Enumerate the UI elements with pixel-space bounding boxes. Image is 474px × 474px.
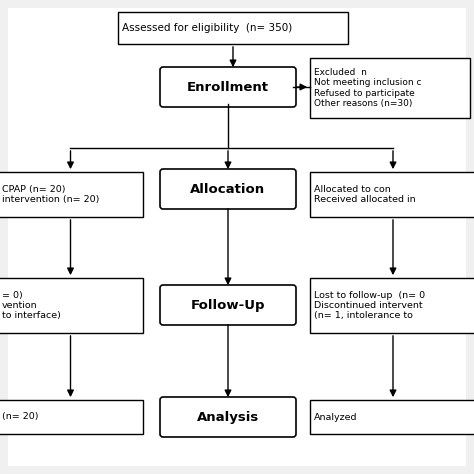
Text: CPAP (n= 20)
intervention (n= 20): CPAP (n= 20) intervention (n= 20) — [2, 185, 100, 204]
Text: Allocated to con
Received allocated in: Allocated to con Received allocated in — [314, 185, 416, 204]
Text: Assessed for eligibility  (n= 350): Assessed for eligibility (n= 350) — [122, 23, 292, 33]
FancyBboxPatch shape — [160, 67, 296, 107]
FancyBboxPatch shape — [118, 12, 348, 44]
FancyBboxPatch shape — [310, 58, 470, 118]
FancyBboxPatch shape — [310, 172, 474, 217]
FancyBboxPatch shape — [8, 8, 466, 466]
Text: Analyzed: Analyzed — [314, 412, 357, 421]
Text: Enrollment: Enrollment — [187, 81, 269, 93]
FancyBboxPatch shape — [310, 278, 474, 333]
Text: Excluded  n
Not meeting inclusion c
Refused to participate
Other reasons (n=30): Excluded n Not meeting inclusion c Refus… — [314, 68, 421, 108]
Text: Analysis: Analysis — [197, 410, 259, 423]
FancyBboxPatch shape — [0, 172, 143, 217]
FancyBboxPatch shape — [310, 400, 474, 434]
Text: Lost to follow-up  (n= 0
Discontinued intervent
(n= 1, intolerance to: Lost to follow-up (n= 0 Discontinued int… — [314, 291, 425, 320]
Text: Follow-Up: Follow-Up — [191, 299, 265, 311]
FancyBboxPatch shape — [160, 285, 296, 325]
FancyBboxPatch shape — [160, 169, 296, 209]
FancyBboxPatch shape — [0, 278, 143, 333]
Text: = 0)
vention
to interface): = 0) vention to interface) — [2, 291, 61, 320]
Text: Allocation: Allocation — [191, 182, 265, 195]
FancyBboxPatch shape — [0, 400, 143, 434]
FancyBboxPatch shape — [160, 397, 296, 437]
Text: (n= 20): (n= 20) — [2, 412, 38, 421]
